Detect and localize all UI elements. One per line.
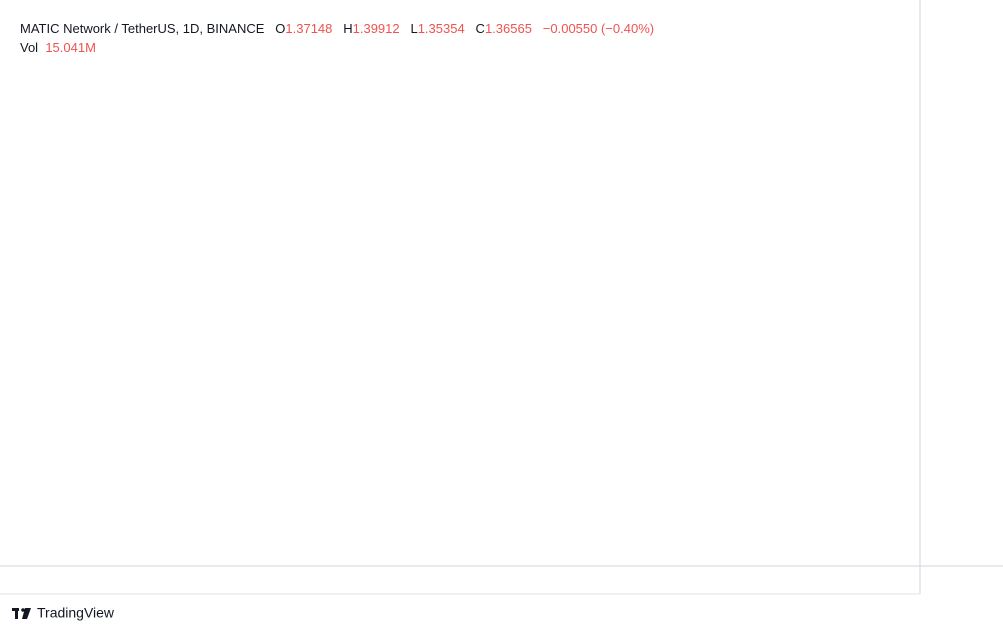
ohlc-letter: C [475, 21, 485, 36]
logo-shape [21, 608, 25, 612]
ohlc-letter: L [410, 21, 418, 36]
logo-shape [15, 608, 18, 619]
ohlc-value: 1.36565 [484, 21, 532, 36]
ohlc-value: 1.37148 [285, 21, 333, 36]
brand: TradingView [37, 605, 115, 621]
ohlc-value: 1.35354 [417, 21, 465, 36]
ohlc-row: MATIC Network / TetherUS, 1D, BINANCE O1… [20, 19, 654, 38]
legend-header: MATIC Network / TetherUS, 1D, BINANCE O1… [20, 19, 654, 57]
volume-title: Vol [20, 40, 39, 55]
change: −0.00550 (−0.40%) [542, 21, 655, 36]
ohlc-letter: O [275, 21, 286, 36]
ohlc-letter: H [343, 21, 353, 36]
volume-row: Vol 15.041M [20, 38, 654, 57]
ohlc-value: 1.39912 [352, 21, 400, 36]
logo-shape [22, 608, 31, 619]
logo: TradingView [12, 605, 115, 621]
symbol-title: MATIC Network / TetherUS, 1D, BINANCE [20, 21, 265, 36]
volume-value: 15.041M [45, 40, 96, 55]
